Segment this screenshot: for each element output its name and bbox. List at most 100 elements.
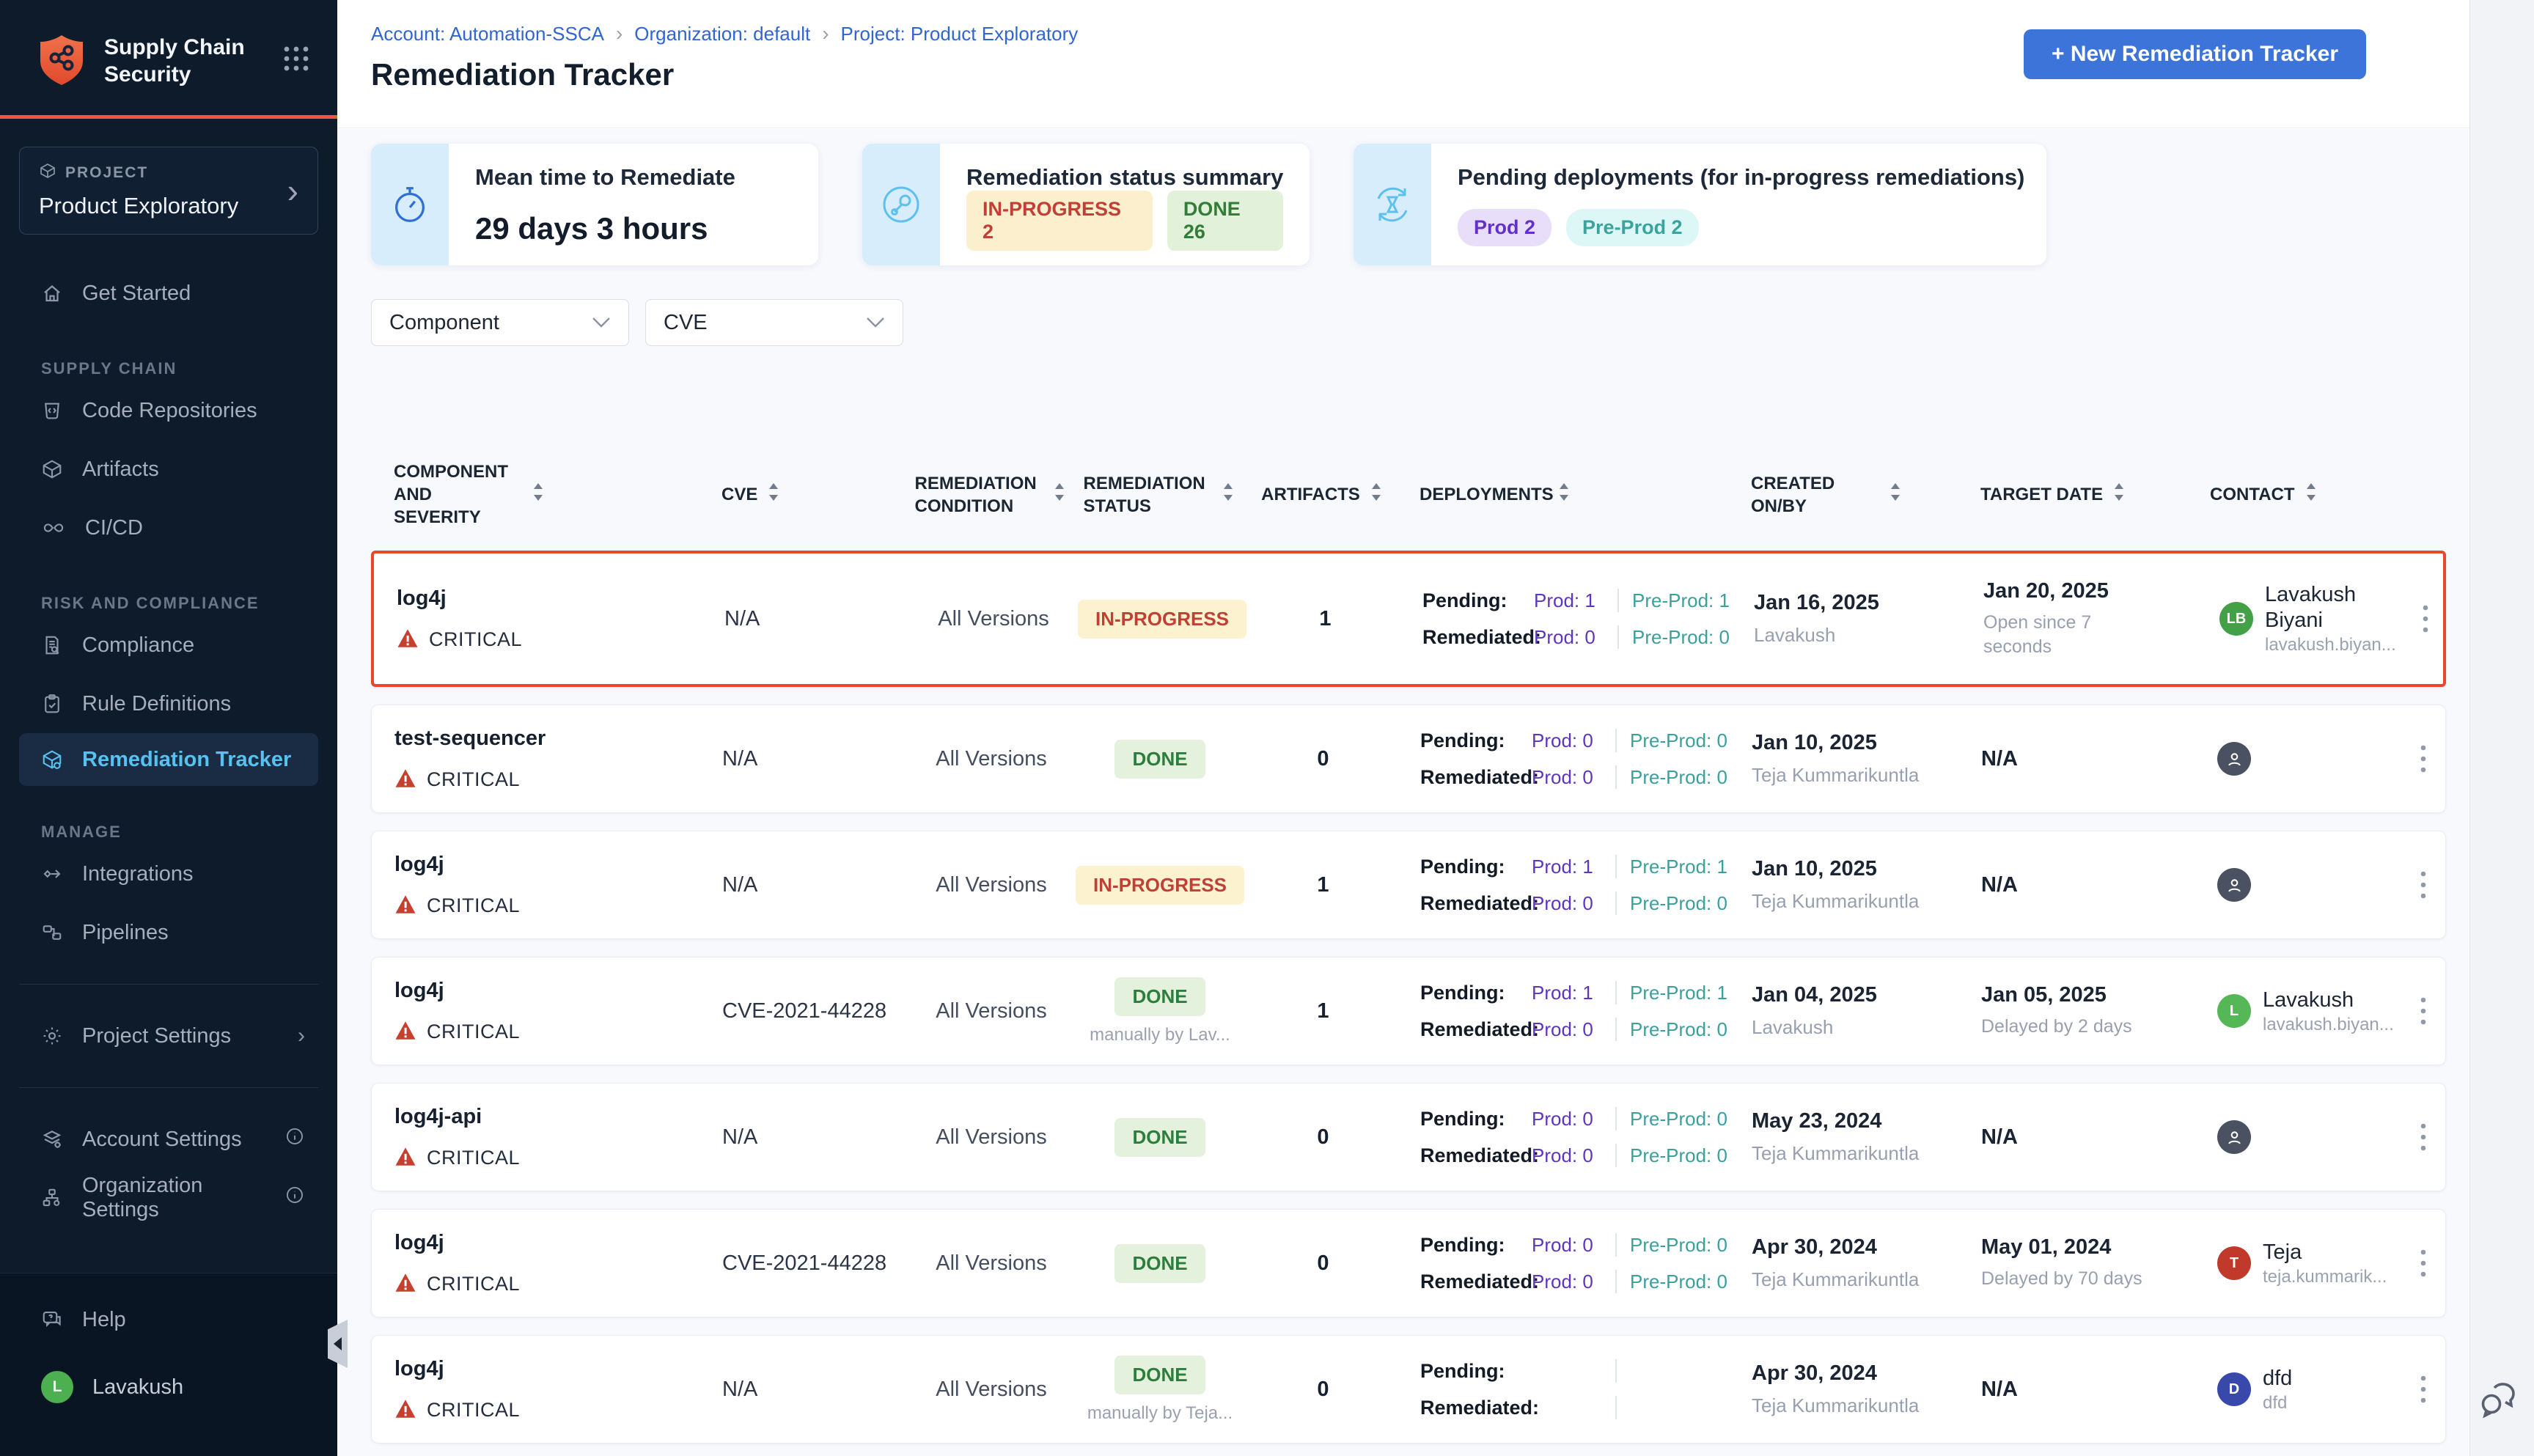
sort-icon[interactable] [1369, 481, 1384, 509]
prod-count-badge: Prod 2 [1458, 209, 1552, 246]
sort-icon[interactable] [1221, 481, 1235, 509]
help-chat-icon [43, 1311, 61, 1328]
deployment-label: Pending: [1420, 855, 1505, 878]
sidebar-item-rule-definitions[interactable]: Rule Definitions [0, 674, 337, 733]
deployment-label: Remediated: [1422, 625, 1542, 648]
code-repository-icon [45, 402, 59, 419]
sort-icon[interactable] [766, 481, 781, 509]
home-icon [44, 285, 60, 302]
deployment-divider [1615, 891, 1617, 915]
sidebar-item-integrations[interactable]: Integrations [0, 845, 337, 903]
contact-info: Lavakush lavakush.biyan... [2263, 988, 2394, 1035]
table-row[interactable]: log4j-api CRITICAL N/A All Versions DONE 0 Pen… [371, 1083, 2446, 1191]
sort-icon[interactable] [2304, 481, 2318, 509]
sort-icon[interactable] [1888, 481, 1903, 509]
target-date-cell: N/A [1974, 747, 2194, 771]
card-pending-deployments: Pending deployments (for in-progress rem… [1354, 144, 2046, 265]
column-header-target-date[interactable]: TARGET DATE [1973, 481, 2193, 509]
sidebar-item-organization-settings[interactable]: Organization Settings [0, 1169, 337, 1227]
chevron-right-icon: › [298, 1023, 305, 1048]
table-row[interactable]: log4j CRITICAL N/A All Versions IN-PROGRESS 1… [371, 551, 2446, 687]
deployment-label: Remediated: [1420, 1270, 1540, 1293]
breadcrumb-project[interactable]: Project: Product Exploratory [840, 22, 1079, 45]
sidebar-accent-divider [0, 115, 337, 119]
row-menu-button[interactable] [2399, 743, 2447, 775]
contact-cell: T Teja teja.kummarik... [2194, 1240, 2399, 1287]
sidebar-item-cicd[interactable]: CI/CD [0, 499, 337, 557]
support-chat-icon[interactable] [2477, 1378, 2522, 1425]
sidebar-item-remediation-tracker[interactable]: Remediation Tracker [19, 733, 318, 786]
critical-icon [394, 894, 416, 918]
contact-name: Teja [2263, 1240, 2302, 1264]
app-grid-icon[interactable] [282, 44, 311, 77]
table-row[interactable]: log4j CRITICAL N/A All Versions DONE manually… [371, 1335, 2446, 1444]
row-menu-button[interactable] [2399, 1121, 2447, 1153]
column-header-cve[interactable]: CVE [690, 481, 910, 509]
deployment-line: Remediated: Prod: 0 Pre-Prod: 0 [1420, 891, 1732, 915]
artifacts-cell: 1 [1317, 999, 1329, 1023]
sidebar-item-help[interactable]: Help [0, 1294, 337, 1345]
severity-label: CRITICAL [427, 894, 521, 916]
severity: CRITICAL [397, 628, 693, 652]
column-header-deployments[interactable]: DEPLOYMENTS [1398, 481, 1731, 509]
column-header-component[interactable]: COMPONENT AND SEVERITY [371, 460, 690, 529]
main-content: Account: Automation-SSCA › Organization:… [337, 0, 2534, 1456]
divider [19, 1087, 318, 1088]
card-value: 29 days 3 hours [475, 211, 708, 246]
table-row[interactable]: log4j CRITICAL N/A All Versions IN-PROGRESS 1… [371, 831, 2446, 939]
remediation-condition-cell: All Versions [936, 999, 1047, 1023]
sidebar-item-project-settings[interactable]: Project Settings › [0, 1007, 337, 1065]
breadcrumb-account[interactable]: Account: Automation-SSCA [371, 22, 604, 45]
new-remediation-tracker-button[interactable]: + New Remediation Tracker [2024, 29, 2366, 79]
user-menu[interactable]: L Lavakush [0, 1361, 337, 1413]
deployment-label: Pending: [1420, 729, 1505, 751]
deployment-divider [1615, 1018, 1617, 1041]
table-row[interactable]: log4j CRITICAL CVE-2021-44228 All Versions D… [371, 1209, 2446, 1317]
deployment-label: Remediated: [1420, 765, 1540, 788]
deployment-preprod-count: Pre-Prod: 0 [1630, 1018, 1727, 1040]
cve-filter-dropdown[interactable]: CVE [645, 299, 903, 346]
row-menu-button[interactable] [2401, 603, 2449, 635]
table-row[interactable]: test-sequencer CRITICAL N/A All Versions DON… [371, 705, 2446, 813]
sidebar-item-get-started[interactable]: Get Started [0, 264, 337, 323]
sidebar-item-compliance[interactable]: Compliance [0, 616, 337, 674]
column-header-created-on-by[interactable]: CREATED ON/BY [1731, 472, 1973, 518]
sidebar-item-account-settings[interactable]: Account Settings [0, 1110, 337, 1169]
contact-email: teja.kummarik... [2263, 1266, 2387, 1287]
sidebar-item-artifacts[interactable]: Artifacts [0, 440, 337, 499]
deployment-divider [1615, 855, 1617, 878]
artifacts-cell: 0 [1317, 1251, 1329, 1275]
sidebar-item-code-repositories[interactable]: Code Repositories [0, 381, 337, 440]
column-header-remediation-condition[interactable]: REMEDIATION CONDITION [910, 472, 1071, 518]
deployment-line: Pending: Prod: 1 Pre-Prod: 1 [1420, 981, 1732, 1004]
target-date: N/A [1981, 746, 2018, 771]
contact-cell [2194, 1120, 2399, 1154]
sidebar-item-pipelines[interactable]: Pipelines [0, 903, 337, 962]
sort-icon[interactable] [1557, 481, 1571, 509]
column-header-artifacts[interactable]: ARTIFACTS [1247, 481, 1398, 509]
chevron-down-icon [867, 317, 884, 328]
row-menu-button[interactable] [2399, 1373, 2447, 1405]
sort-icon[interactable] [1052, 481, 1067, 509]
row-menu-button[interactable] [2399, 995, 2447, 1027]
deployment-divider [1617, 625, 1619, 649]
component-name: log4j [394, 1356, 444, 1380]
contact-cell [2194, 742, 2399, 776]
avatar: LB [2219, 602, 2253, 636]
row-menu-button[interactable] [2399, 1247, 2447, 1279]
project-selector[interactable]: PROJECT Product Exploratory › [19, 147, 318, 235]
table-row[interactable]: log4j CRITICAL CVE-2021-44228 All Versions D… [371, 957, 2446, 1065]
component-filter-dropdown[interactable]: Component [371, 299, 629, 346]
component-cell: log4j CRITICAL [374, 587, 693, 652]
breadcrumb-organization[interactable]: Organization: default [634, 22, 811, 45]
sort-icon[interactable] [2112, 481, 2126, 509]
deployment-preprod-count: Pre-Prod: 1 [1630, 981, 1727, 1004]
created-cell: Jan 10, 2025 Teja Kummarikuntla [1732, 731, 1974, 787]
sort-icon[interactable] [531, 481, 546, 509]
remediation-status-cell: DONE [1072, 739, 1248, 779]
row-menu-button[interactable] [2399, 869, 2447, 901]
column-header-contact[interactable]: CONTACT [2193, 481, 2398, 509]
column-header-remediation-status[interactable]: REMEDIATION STATUS [1071, 472, 1247, 518]
created-date: May 23, 2024 [1752, 1109, 1882, 1133]
status-note: manually by Teja... [1087, 1402, 1233, 1423]
